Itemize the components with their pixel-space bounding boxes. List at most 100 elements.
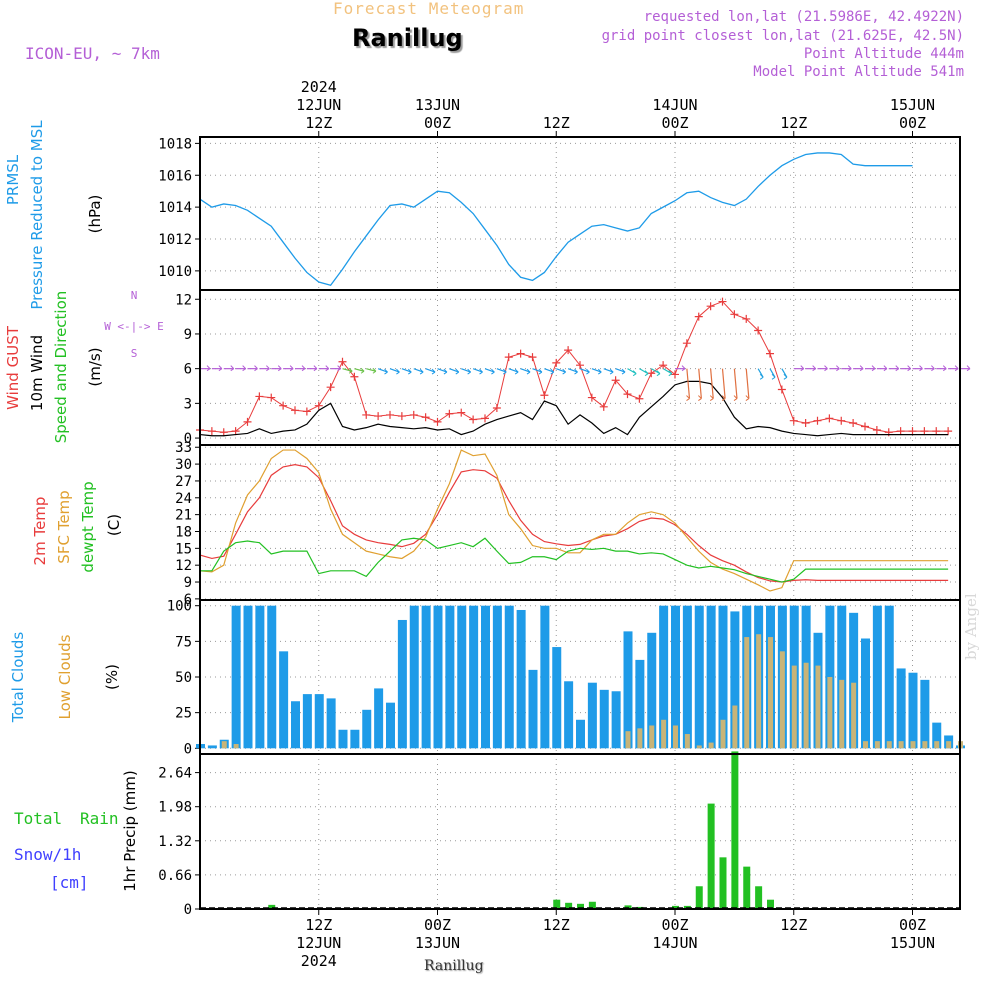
wind-arrow-head [824,365,828,372]
wind-arrow-head [847,365,852,372]
wind-speed-label: 10m Wind [28,335,46,411]
total-cloud-bar [445,605,455,749]
wind-arrow-head [514,368,519,375]
total-cloud-bar [516,609,526,749]
total-cloud-bar [469,605,479,749]
y-tick-label: 15 [175,541,192,557]
wind-arrow-head [479,368,483,375]
total-cloud-bar [421,605,431,749]
wind-arrow-head [883,365,888,372]
wind-direction-arrow [437,368,448,373]
gust-marker [682,339,691,348]
gust-marker [362,410,371,419]
total-cloud-bar [896,668,906,749]
wind-arrow-head [668,370,673,377]
gust-marker [433,417,442,426]
wind-direction-arrow [366,368,377,372]
total-cloud-bar [730,611,740,749]
total-cloud-bar [671,605,680,749]
y-tick-label: 21 [175,508,192,524]
y-tick-label: 27 [175,474,192,490]
gust-marker [409,410,418,419]
y-tick-label: 3 [184,396,192,412]
compass-north: N [131,289,138,302]
y-tick-label: 1014 [158,200,192,216]
low-cloud-bar [839,679,845,749]
wind-arrow-head [206,365,211,372]
gust-marker [350,372,359,381]
total-cloud-bar [682,605,692,749]
station-title: Ranillug [352,24,463,52]
wind-arrow-head [491,368,495,375]
y-tick-label: 1016 [158,168,192,184]
wind-arrow-head [721,395,726,401]
rain-bar [588,901,596,909]
gust-marker [706,302,715,311]
gust-marker [445,409,454,418]
gust-marker [397,412,406,421]
low-cloud-bar [946,741,952,749]
snow-label: Snow/1h [14,845,81,864]
gust-marker [386,410,394,419]
wind-arrow-head [954,365,959,372]
gust-marker [932,427,941,436]
wind-direction-label: Speed and Direction [52,291,70,444]
low-cloud-bar [637,728,643,749]
wind-arrow-head [621,368,626,375]
gust-marker [730,310,739,319]
rain-bar [767,899,774,909]
wind-arrow-head [348,367,353,374]
wind-arrow-head [289,365,294,372]
low-cloud-bar [851,682,857,749]
wind-arrow-head [812,365,816,372]
gust-marker [219,428,228,437]
total-cloud-bar [849,612,859,749]
gust-marker [920,427,929,436]
wind-direction-arrow [425,368,436,373]
y-tick-label: 1.32 [158,834,192,850]
rain-bar [672,905,679,909]
wind-direction-arrow [354,368,365,372]
wind-direction-arrow [389,368,400,373]
gust-marker [944,427,953,436]
wind-direction-arrow [413,368,424,373]
wind-unit: (m/s) [86,347,104,386]
total-cloud-bar [362,709,372,749]
y-tick-label: 0 [184,431,192,447]
wind-arrow-head [709,395,714,401]
gust-marker [789,416,798,425]
y-tick-label: 1018 [158,136,192,152]
total-cloud-bar [386,702,395,749]
wind-arrow-head [597,368,602,375]
gust-marker [611,376,620,385]
compass-south: S [131,347,138,360]
rain-bar [719,857,727,909]
total-cloud-bar [837,605,847,749]
wind-arrow-head [686,395,690,401]
total-cloud-bar [338,729,348,749]
gust-marker [231,427,240,436]
low-cloud-bar [863,741,868,749]
wind-direction-arrow [686,368,691,399]
total-cloud-bar [540,605,550,749]
wind-arrow-head [919,365,923,372]
top-time-label: 12JUN [296,96,341,114]
gust-line [199,300,949,433]
total-cloud-bar [706,605,716,749]
total-cloud-bar [409,605,419,749]
gust-marker [481,414,489,423]
total-cloud-bar [350,729,360,749]
top-time-label: 12Z [780,114,807,132]
y-tick-label: 9 [184,327,192,343]
low-cloud-bar [910,741,916,749]
rain-bar [577,903,584,909]
total-rain-label-rain: Rain [80,809,119,828]
low-cloud-bar [803,662,809,749]
gust-marker [742,314,751,323]
y-tick-label: 6 [184,592,192,608]
bottom-time-label: 12Z [543,916,570,934]
wind-gust-label: Wind GUST [4,325,22,410]
gust-marker [647,369,656,378]
bottom-time-label: 00Z [661,916,688,934]
top-time-label: 2024 [301,78,337,96]
